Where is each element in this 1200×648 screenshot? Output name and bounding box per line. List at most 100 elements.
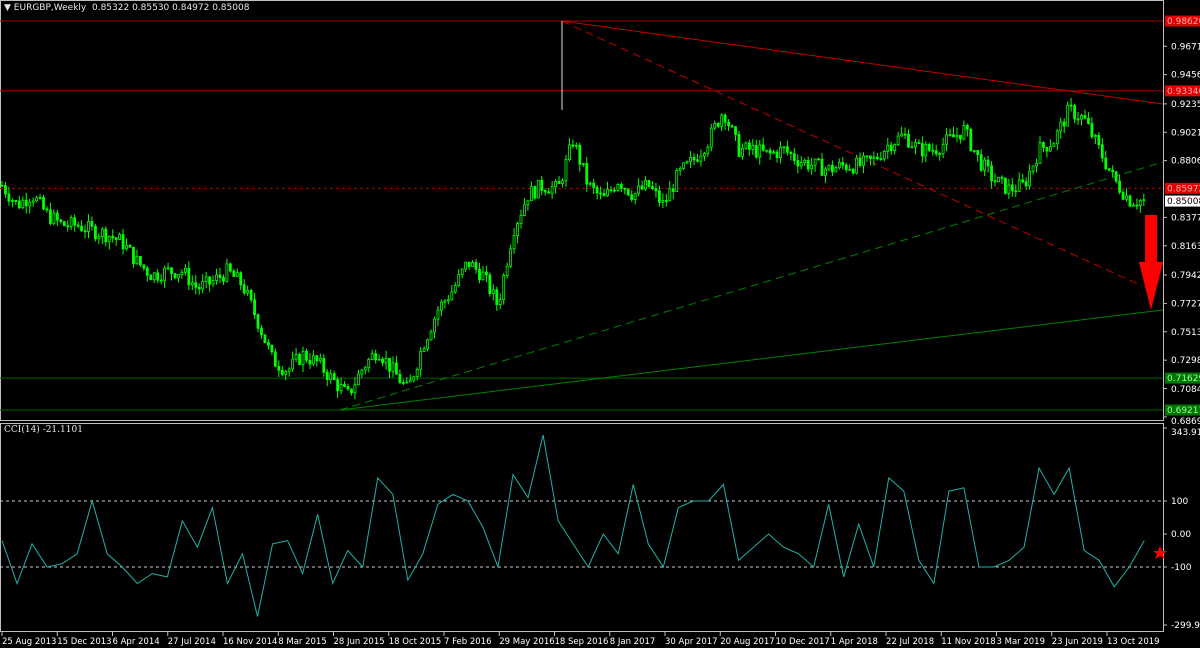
- candle-body: [834, 167, 838, 173]
- candle-body: [215, 274, 218, 281]
- candle-body: [979, 154, 983, 171]
- candle-body: [183, 267, 187, 273]
- price-tick-label: 0.68695: [1171, 417, 1200, 427]
- candle-body: [616, 184, 620, 192]
- candle-body: [201, 281, 205, 290]
- time-tick-label: 22 Jul 2018: [886, 637, 934, 647]
- candle-body: [675, 169, 679, 192]
- candle-body: [689, 157, 692, 162]
- candle-body: [938, 153, 942, 156]
- candle-body: [104, 228, 108, 243]
- candle-body: [568, 144, 571, 160]
- cci-tick-label: 343.9122: [1171, 428, 1200, 438]
- candle-body: [1004, 177, 1007, 194]
- candle-body: [180, 271, 184, 275]
- candle-body: [696, 159, 699, 162]
- candle-body: [322, 357, 326, 373]
- candle-body: [768, 149, 772, 154]
- candle-body: [481, 271, 485, 281]
- candle-body: [744, 142, 748, 149]
- candle-body: [855, 157, 859, 174]
- candle-body: [1066, 104, 1070, 127]
- candle-body: [578, 144, 582, 165]
- candle-body: [14, 200, 18, 202]
- candle-body: [536, 179, 540, 199]
- candle-body: [343, 384, 346, 387]
- candle-body: [893, 144, 897, 152]
- candle-body: [308, 359, 312, 365]
- candle-body: [159, 279, 163, 282]
- candle-body: [844, 164, 848, 171]
- candle-body: [388, 357, 391, 372]
- candle-body: [194, 282, 198, 288]
- candle-body: [1100, 144, 1104, 159]
- price-tick-label: 0.94565: [1171, 71, 1200, 81]
- candle-body: [1024, 181, 1028, 187]
- down-arrow-icon: [1139, 215, 1163, 310]
- candle-body: [651, 186, 654, 190]
- time-tick-label: 8 Jan 2017: [610, 637, 656, 647]
- candle-body: [315, 355, 319, 362]
- candle-body: [49, 209, 52, 224]
- candle-body: [339, 384, 343, 392]
- candle-body: [983, 159, 987, 171]
- candle-body: [495, 289, 499, 306]
- candle-body: [464, 261, 468, 270]
- candle-body: [391, 362, 395, 372]
- candle-body: [664, 200, 668, 202]
- candle-body: [817, 158, 820, 161]
- candle-body: [325, 371, 329, 380]
- candle-body: [803, 159, 807, 164]
- candle-body: [619, 184, 623, 189]
- collapse-triangle-icon[interactable]: ▼: [4, 3, 11, 13]
- candle-body: [1090, 123, 1094, 138]
- price-tick-label: 0.88065: [1171, 157, 1200, 167]
- price-level-tag: [1165, 404, 1200, 416]
- candle-body: [440, 301, 443, 311]
- candle-body: [267, 342, 270, 346]
- candle-body: [1028, 170, 1032, 187]
- candle-body: [107, 235, 111, 243]
- candle-body: [606, 189, 609, 197]
- time-tick-label: 8 Mar 2015: [278, 637, 326, 647]
- candle-body: [197, 286, 201, 290]
- candle-body: [138, 255, 142, 266]
- candle-body: [592, 182, 596, 188]
- candle-body: [45, 208, 49, 211]
- candle-body: [412, 376, 416, 381]
- candle-body: [678, 168, 682, 171]
- candle-body: [986, 159, 990, 167]
- candle-body: [277, 365, 281, 371]
- candle-body: [976, 150, 980, 155]
- candle-body: [260, 327, 263, 336]
- candle-body: [661, 200, 665, 203]
- time-tick-label: 7 Feb 2016: [444, 637, 492, 647]
- candle-body: [754, 145, 758, 158]
- candle-body: [83, 230, 87, 233]
- candle-body: [190, 282, 194, 286]
- candle-body: [242, 284, 246, 294]
- candle-body: [457, 274, 461, 286]
- candle-body: [246, 289, 250, 294]
- candle-body: [903, 133, 907, 136]
- candle-body: [623, 187, 627, 190]
- trendlines: [339, 20, 1164, 411]
- price-level-tag: [1165, 15, 1200, 27]
- candle-body: [1021, 179, 1025, 183]
- candle-body: [415, 368, 419, 378]
- chart-title[interactable]: ▼ EURGBP,Weekly 0.85322 0.85530 0.84972 …: [4, 3, 249, 13]
- candle-body: [927, 144, 931, 151]
- candle-body: [10, 200, 14, 202]
- candle-body: [55, 212, 59, 221]
- candle-body: [114, 237, 118, 240]
- candle-body: [1107, 168, 1111, 171]
- candle-body: [997, 176, 1000, 183]
- candle-body: [882, 151, 886, 160]
- candle-body: [1014, 190, 1018, 193]
- time-tick-label: 10 Dec 2017: [776, 637, 830, 647]
- candle-body: [405, 381, 409, 384]
- candle-body: [931, 149, 935, 152]
